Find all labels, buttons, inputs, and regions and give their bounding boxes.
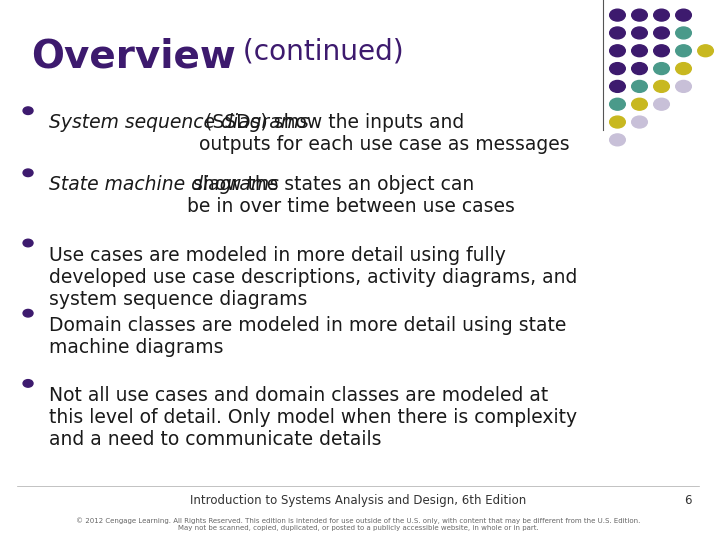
Circle shape: [610, 63, 625, 75]
Circle shape: [631, 45, 647, 57]
Text: show the states an object can
be in over time between use cases: show the states an object can be in over…: [186, 176, 515, 217]
Circle shape: [631, 9, 647, 21]
Text: Introduction to Systems Analysis and Design, 6th Edition: Introduction to Systems Analysis and Des…: [190, 494, 526, 507]
Text: © 2012 Cengage Learning. All Rights Reserved. This edition is intended for use o: © 2012 Cengage Learning. All Rights Rese…: [76, 517, 641, 531]
Circle shape: [654, 27, 670, 39]
Text: 6: 6: [685, 494, 692, 507]
Text: (continued): (continued): [234, 38, 404, 66]
Circle shape: [675, 9, 691, 21]
Circle shape: [654, 45, 670, 57]
Circle shape: [23, 309, 33, 317]
Circle shape: [610, 80, 625, 92]
Text: (SSDs) show the inputs and
outputs for each use case as messages: (SSDs) show the inputs and outputs for e…: [199, 113, 570, 154]
Circle shape: [631, 80, 647, 92]
Circle shape: [610, 9, 625, 21]
Circle shape: [675, 80, 691, 92]
Circle shape: [610, 27, 625, 39]
Circle shape: [631, 116, 647, 128]
Circle shape: [23, 107, 33, 114]
Text: Domain classes are modeled in more detail using state
machine diagrams: Domain classes are modeled in more detai…: [50, 316, 567, 357]
Circle shape: [675, 63, 691, 75]
Circle shape: [23, 380, 33, 387]
Circle shape: [631, 98, 647, 110]
Circle shape: [675, 45, 691, 57]
Circle shape: [698, 45, 714, 57]
Text: Overview: Overview: [32, 38, 236, 76]
Circle shape: [654, 98, 670, 110]
Text: System sequence diagrams: System sequence diagrams: [50, 113, 309, 132]
Circle shape: [23, 169, 33, 177]
Circle shape: [610, 134, 625, 146]
Text: Use cases are modeled in more detail using fully
developed use case descriptions: Use cases are modeled in more detail usi…: [50, 246, 577, 309]
Circle shape: [631, 27, 647, 39]
Circle shape: [675, 27, 691, 39]
Text: State machine diagrams: State machine diagrams: [50, 176, 279, 194]
Circle shape: [610, 116, 625, 128]
Circle shape: [631, 63, 647, 75]
Circle shape: [610, 98, 625, 110]
Circle shape: [654, 80, 670, 92]
Circle shape: [654, 63, 670, 75]
Circle shape: [23, 239, 33, 247]
Text: Not all use cases and domain classes are modeled at
this level of detail. Only m: Not all use cases and domain classes are…: [50, 386, 577, 449]
Circle shape: [654, 9, 670, 21]
Circle shape: [610, 45, 625, 57]
